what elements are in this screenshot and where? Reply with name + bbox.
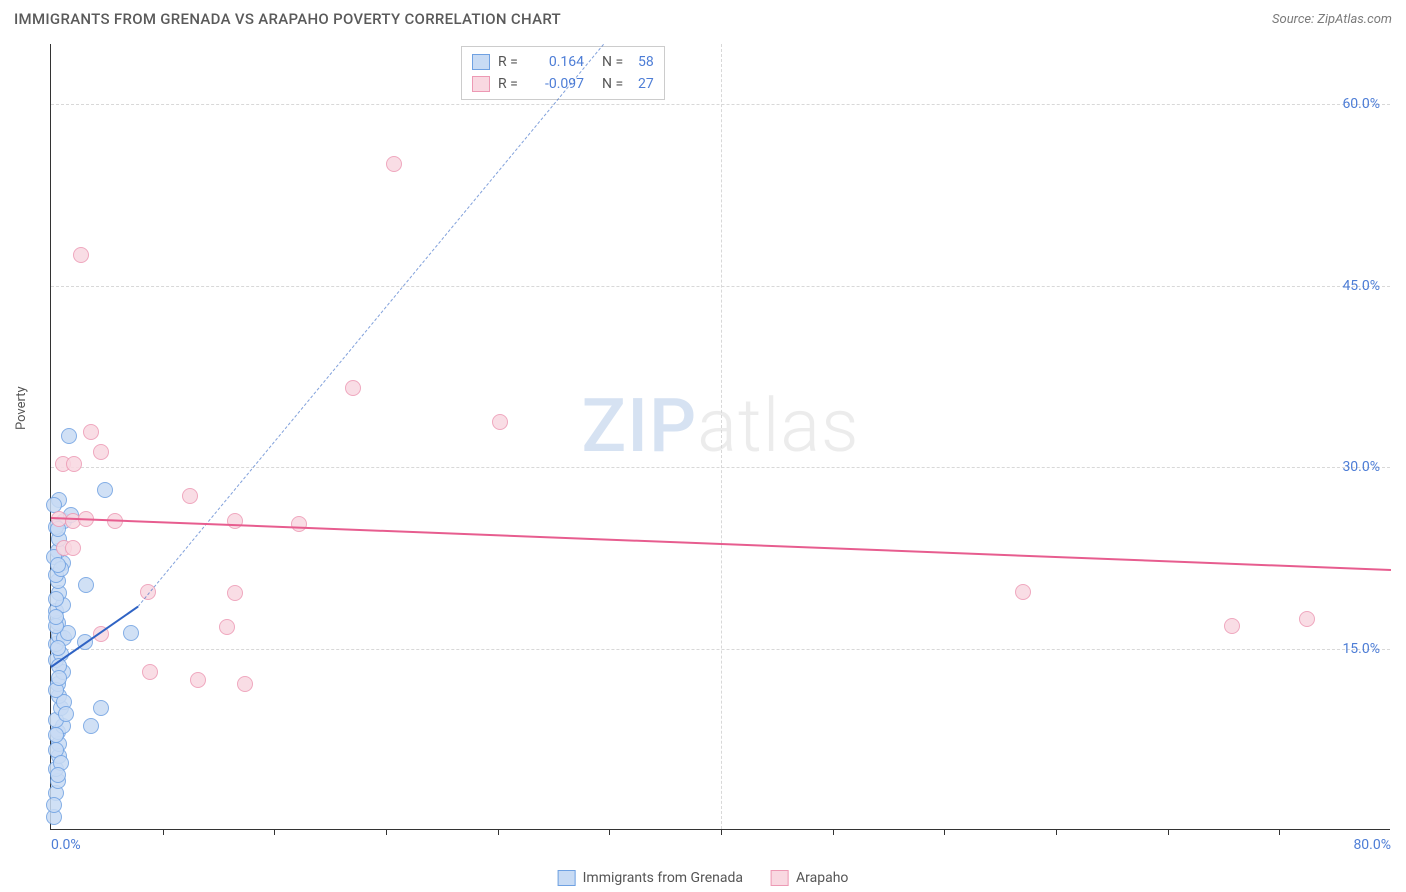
x-tick-label: 0.0% xyxy=(51,837,81,853)
source-credit: Source: ZipAtlas.com xyxy=(1272,12,1392,27)
data-point xyxy=(48,727,64,743)
data-point xyxy=(58,706,74,722)
n-value: 27 xyxy=(638,73,654,95)
data-point xyxy=(83,718,99,734)
data-point xyxy=(291,516,307,532)
data-point xyxy=(50,557,66,573)
chart-title: IMMIGRANTS FROM GRENADA VS ARAPAHO POVER… xyxy=(14,10,561,28)
data-point xyxy=(227,585,243,601)
data-point xyxy=(46,797,62,813)
x-tick-mark xyxy=(386,829,387,835)
stats-row: R = 0.164 N = 58 xyxy=(472,51,654,73)
data-point xyxy=(50,767,66,783)
legend-swatch xyxy=(558,870,576,886)
legend-label: Immigrants from Grenada xyxy=(583,870,743,886)
legend-item: Immigrants from Grenada xyxy=(558,870,743,886)
data-point xyxy=(66,456,82,472)
x-tick-mark xyxy=(1279,829,1280,835)
data-point xyxy=(1015,584,1031,600)
y-tick-label: 30.0% xyxy=(1342,459,1380,475)
y-axis-label: Poverty xyxy=(14,386,29,430)
legend-swatch xyxy=(771,870,789,886)
x-tick-mark xyxy=(1056,829,1057,835)
x-tick-mark xyxy=(721,829,722,835)
data-point xyxy=(386,156,402,172)
n-value: 58 xyxy=(638,51,654,73)
data-point xyxy=(73,247,89,263)
x-tick-mark xyxy=(498,829,499,835)
data-point xyxy=(1224,618,1240,634)
legend-swatch xyxy=(472,76,490,92)
x-tick-mark xyxy=(609,829,610,835)
n-label: N = xyxy=(602,73,630,95)
data-point xyxy=(65,540,81,556)
data-point xyxy=(93,700,109,716)
x-tick-mark xyxy=(944,829,945,835)
x-tick-mark xyxy=(1168,829,1169,835)
watermark-zip: ZIP xyxy=(581,383,697,470)
y-tick-label: 15.0% xyxy=(1342,641,1380,657)
data-point xyxy=(190,672,206,688)
data-point xyxy=(83,424,99,440)
legend-label: Arapaho xyxy=(796,870,848,886)
data-point xyxy=(97,482,113,498)
y-tick-label: 45.0% xyxy=(1342,278,1380,294)
data-point xyxy=(142,664,158,680)
data-point xyxy=(123,625,139,641)
data-point xyxy=(78,577,94,593)
data-point xyxy=(93,444,109,460)
data-point xyxy=(492,414,508,430)
data-point xyxy=(51,670,67,686)
legend-swatch xyxy=(472,54,490,70)
data-point xyxy=(50,640,66,656)
y-tick-label: 60.0% xyxy=(1342,96,1380,112)
data-point xyxy=(345,380,361,396)
data-point xyxy=(48,591,64,607)
x-tick-mark xyxy=(274,829,275,835)
data-point xyxy=(48,609,64,625)
n-label: N = xyxy=(602,51,630,73)
x-tick-mark xyxy=(833,829,834,835)
data-point xyxy=(1299,611,1315,627)
data-point xyxy=(219,619,235,635)
r-value: 0.164 xyxy=(534,51,584,73)
r-label: R = xyxy=(498,73,526,95)
legend-item: Arapaho xyxy=(771,870,848,886)
data-point xyxy=(61,428,77,444)
x-tick-label: 80.0% xyxy=(1353,837,1391,853)
data-point xyxy=(182,488,198,504)
x-tick-mark xyxy=(163,829,164,835)
gridline-vertical xyxy=(721,44,722,829)
data-point xyxy=(237,676,253,692)
r-label: R = xyxy=(498,51,526,73)
scatter-plot: ZIPatlas R =0.164N =58R =-0.097N =27 15.… xyxy=(50,44,1390,830)
legend: Immigrants from Grenada Arapaho xyxy=(558,870,849,886)
